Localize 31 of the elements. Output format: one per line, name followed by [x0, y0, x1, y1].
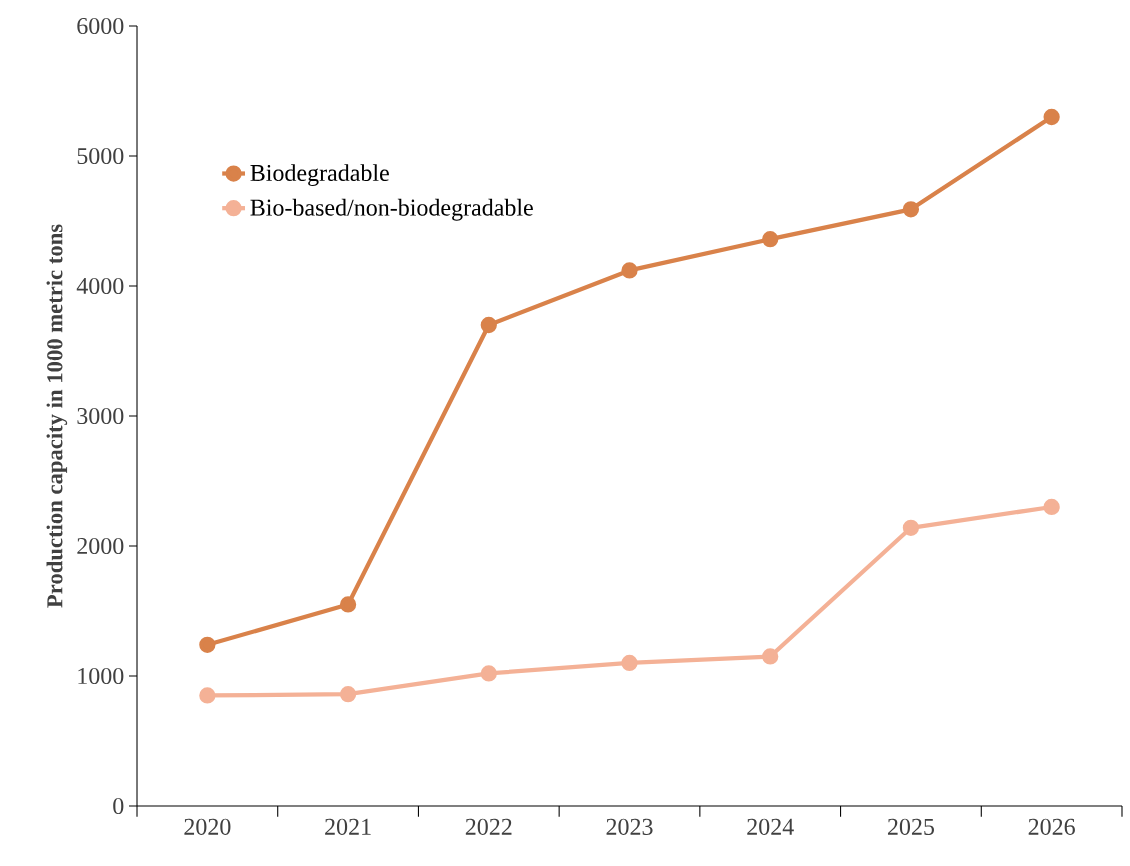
- y-tick-label: 1000: [78, 667, 124, 685]
- y-axis-title: Production capacity in 1000 metric tons: [46, 224, 68, 608]
- x-tick-label: 2026: [1028, 818, 1075, 835]
- legend-label: Biodegradable: [250, 164, 389, 187]
- x-tick-label: 2021: [325, 818, 371, 835]
- x-tick-label: 2023: [606, 818, 653, 835]
- point: [1043, 498, 1060, 516]
- legend-label: Bio-based/non-biodegradable: [250, 198, 533, 221]
- x-tick-label: 2025: [887, 818, 934, 835]
- point: [199, 636, 216, 653]
- point: [902, 519, 920, 536]
- point: [762, 648, 779, 665]
- y-tick-label: 5000: [77, 147, 124, 165]
- point: [339, 686, 357, 703]
- y-tick-label: 3000: [77, 407, 124, 425]
- x-tick-label: 2020: [184, 818, 231, 835]
- y-tick-label: 6000: [77, 17, 124, 35]
- y-tick-label: 4000: [76, 277, 124, 295]
- point: [621, 262, 638, 279]
- point: [480, 316, 497, 334]
- point: [902, 201, 920, 218]
- point: [621, 654, 638, 672]
- point: [339, 596, 357, 613]
- x-tick-label: 2022: [465, 818, 512, 835]
- y-tick-label: 0: [113, 797, 124, 815]
- y-tick-label: 2000: [77, 537, 124, 555]
- point: [199, 687, 216, 704]
- x-tick-label: 2024: [747, 818, 794, 835]
- point: [480, 665, 497, 682]
- point: [1043, 108, 1060, 126]
- point: [762, 231, 779, 248]
